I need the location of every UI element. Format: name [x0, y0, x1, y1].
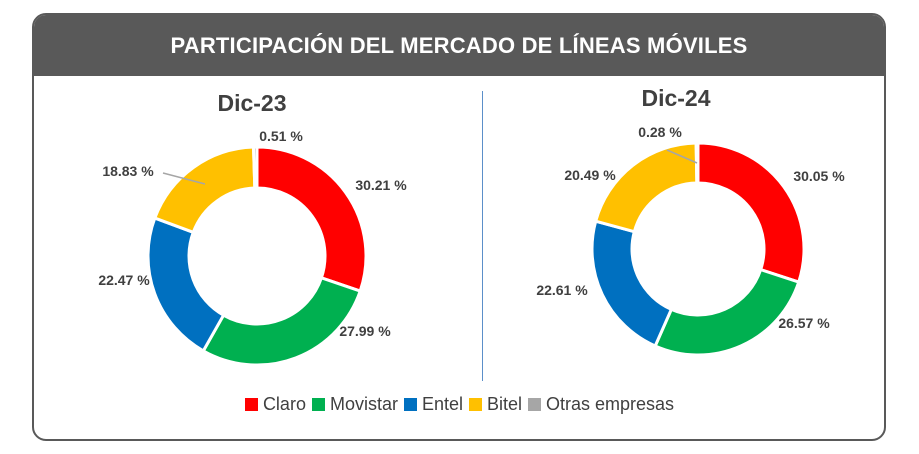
data-label-bitel: 20.49 % — [564, 167, 616, 183]
data-label-claro: 30.05 % — [793, 168, 845, 184]
legend-swatch-entel — [403, 398, 417, 411]
slice-entel — [146, 216, 226, 353]
chart-legend: Claro Movistar Entel Bitel Otras empresa… — [0, 394, 919, 415]
legend-label-entel: Entel — [421, 394, 463, 414]
legend-item-bitel: Bitel — [469, 394, 522, 415]
leader-line-otras-empresas — [162, 172, 206, 185]
legend-label-movistar: Movistar — [329, 394, 398, 414]
data-label-otras-empresas: 0.51 % — [259, 128, 303, 144]
chart-divider — [482, 91, 483, 381]
data-label-entel: 22.61 % — [536, 282, 588, 298]
data-label-otras-empresas: 0.28 % — [638, 124, 682, 140]
legend-swatch-otras-empresas — [528, 398, 542, 411]
slice-claro — [255, 145, 368, 293]
chart-subtitle-dic-23: Dic-23 — [217, 90, 286, 116]
data-label-claro: 30.21 % — [355, 177, 407, 193]
slice-entel — [590, 219, 674, 348]
slice-claro — [696, 141, 806, 284]
legend-item-movistar: Movistar — [311, 394, 398, 415]
donut-chart-dic-24: 30.05 % 26.57 % 22.61 % 20.49 % 0.28 % Dic-24 — [536, 85, 845, 357]
leader-line-otras-empresas — [666, 149, 698, 164]
slice-otras-empresas — [251, 145, 259, 190]
chart-title: PARTICIPACIÓN DEL MERCADO DE LÍNEAS MÓVI… — [34, 15, 884, 76]
data-label-bitel: 18.83 % — [102, 163, 154, 179]
legend-swatch-bitel — [469, 398, 482, 411]
donut-chart-dic-23: 30.21 % 27.99 % 22.47 % 18.83 % 0.51 % Dic-23 — [98, 90, 407, 367]
legend-swatch-movistar — [311, 398, 325, 411]
slice-movistar — [201, 275, 363, 367]
legend-item-claro: Claro — [244, 394, 306, 415]
legend-item-otras-empresas: Otras empresas — [528, 394, 674, 415]
slice-movistar — [653, 267, 801, 357]
chart-subtitle-dic-24: Dic-24 — [641, 85, 710, 111]
slice-bitel — [152, 145, 257, 235]
legend-label-claro: Claro — [262, 394, 306, 414]
legend-label-otras-empresas: Otras empresas — [546, 394, 675, 414]
legend-label-bitel: Bitel — [487, 394, 523, 414]
legend-swatch-claro — [244, 398, 258, 411]
slice-otras-empresas — [694, 141, 700, 185]
data-label-entel: 22.47 % — [98, 272, 150, 288]
legend-item-entel: Entel — [403, 394, 463, 415]
data-label-movistar: 26.57 % — [778, 315, 830, 331]
data-label-movistar: 27.99 % — [339, 323, 391, 339]
